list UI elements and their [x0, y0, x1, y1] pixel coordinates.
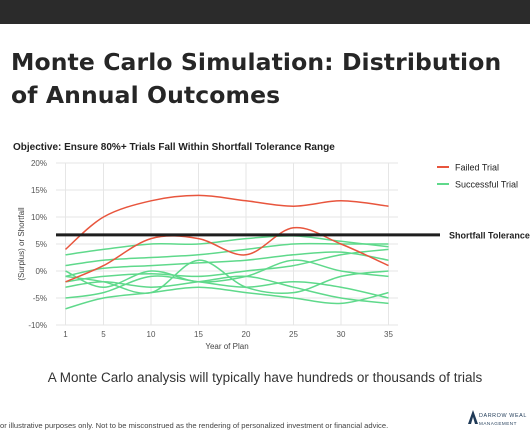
top-bar: [0, 0, 530, 24]
x-tick-label: 15: [194, 330, 203, 339]
x-tick-label: 35: [384, 330, 393, 339]
y-axis-label: (Surplus) or Shortfall: [17, 207, 26, 281]
legend-successful-label: Successful Trial: [455, 180, 518, 190]
triangle-logo-icon: [468, 410, 478, 424]
successful-trial-line: [65, 286, 389, 310]
title-line-2: of Annual Outcomes: [11, 81, 281, 109]
failed-trial-line: [65, 226, 389, 283]
x-tick-label: 20: [242, 330, 251, 339]
successful-trial-line: [65, 248, 389, 283]
disclaimer-text: or illustrative purposes only. Not to be…: [0, 421, 389, 430]
y-tick-label: 20%: [31, 159, 47, 168]
x-tick-label: 1: [63, 330, 68, 339]
successful-trial-line: [65, 275, 389, 305]
successful-trial-line: [65, 242, 389, 267]
failed-trial-line: [65, 194, 389, 250]
x-tick-label: 10: [147, 330, 156, 339]
chart-caption: A Monte Carlo analysis will typically ha…: [47, 370, 483, 385]
logo-line-1: DARROW WEAL: [479, 413, 527, 419]
x-tick-label: 30: [337, 330, 346, 339]
x-tick-label: 25: [289, 330, 298, 339]
y-tick-label: 15%: [31, 186, 47, 195]
x-axis-label: Year of Plan: [205, 342, 248, 351]
successful-trial-line: [65, 275, 389, 299]
logo-line-2: MANAGEMENT: [479, 421, 517, 426]
y-tick-label: 5%: [35, 240, 47, 249]
successful-trial-line: [65, 235, 389, 256]
title-line-1: Monte Carlo Simulation: Distribution: [11, 48, 502, 76]
page-title: Monte Carlo Simulation: Distribution of …: [11, 46, 516, 112]
shortfall-tolerance-label: Shortfall Tolerance: [449, 230, 530, 240]
successful-trial-line: [65, 251, 389, 278]
monte-carlo-chart: Objective: Ensure 80%+ Trials Fall Withi…: [13, 142, 530, 351]
chart-title: Objective: Ensure 80%+ Trials Fall Withi…: [13, 142, 335, 153]
successful-trial-line: [65, 259, 389, 288]
y-tick-label: 10%: [31, 213, 47, 222]
y-tick-label: -5%: [33, 294, 47, 303]
x-tick-label: 5: [101, 330, 106, 339]
legend-failed-label: Failed Trial: [455, 163, 499, 173]
y-tick-label: -10%: [28, 321, 47, 330]
y-tick-label: 0%: [35, 267, 47, 276]
successful-trial-line: [65, 259, 389, 295]
